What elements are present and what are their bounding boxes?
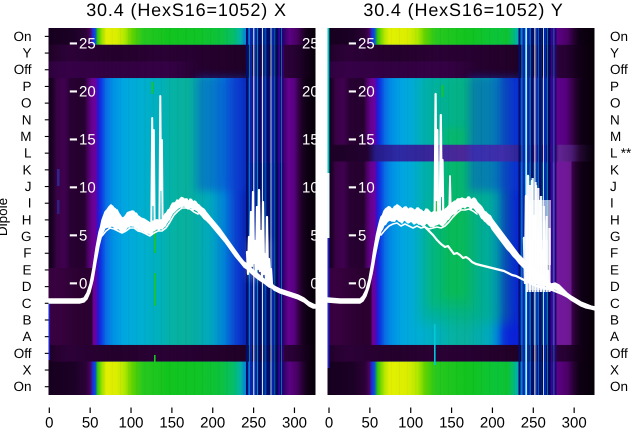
svg-text:O: O (21, 96, 32, 111)
svg-text:Off: Off (14, 346, 32, 361)
svg-text:30.4 (HexS16=1052) X: 30.4 (HexS16=1052) X (86, 0, 287, 20)
svg-text:L **: L ** (610, 146, 632, 161)
svg-text:100: 100 (118, 415, 143, 432)
svg-text:20: 20 (302, 84, 319, 101)
svg-text:K: K (22, 162, 31, 177)
svg-text:F: F (23, 246, 31, 261)
svg-text:5: 5 (310, 228, 318, 245)
svg-text:5: 5 (358, 228, 366, 245)
svg-text:25: 25 (358, 36, 375, 53)
svg-text:M: M (20, 129, 31, 144)
svg-text:M: M (610, 129, 621, 144)
svg-text:O: O (610, 96, 621, 111)
svg-text:30.4 (HexS16=1052) Y: 30.4 (HexS16=1052) Y (363, 0, 563, 20)
svg-text:F: F (610, 246, 618, 261)
svg-text:X: X (22, 362, 31, 377)
svg-text:200: 200 (480, 415, 505, 432)
svg-text:On: On (13, 379, 31, 394)
svg-text:25: 25 (79, 36, 96, 53)
svg-text:X: X (610, 362, 619, 377)
svg-text:0: 0 (310, 276, 318, 293)
svg-text:P: P (22, 79, 31, 94)
svg-text:B: B (22, 312, 31, 327)
svg-text:D: D (22, 279, 32, 294)
svg-text:E: E (610, 262, 619, 277)
svg-text:0: 0 (45, 415, 53, 432)
svg-text:10: 10 (302, 180, 319, 197)
svg-text:L: L (24, 146, 32, 161)
svg-text:50: 50 (362, 415, 379, 432)
svg-text:N: N (610, 112, 620, 127)
svg-text:K: K (610, 162, 619, 177)
svg-text:G: G (610, 229, 621, 244)
svg-text:150: 150 (159, 415, 184, 432)
svg-text:J: J (25, 179, 32, 194)
svg-text:B: B (610, 312, 619, 327)
svg-text:0: 0 (358, 276, 366, 293)
svg-text:On: On (610, 29, 628, 44)
svg-text:20: 20 (358, 84, 375, 101)
svg-text:On: On (610, 379, 628, 394)
svg-text:E: E (22, 262, 31, 277)
svg-text:300: 300 (282, 415, 307, 432)
svg-text:5: 5 (79, 228, 87, 245)
svg-text:A: A (610, 329, 619, 344)
svg-text:15: 15 (358, 132, 375, 149)
svg-text:C: C (22, 296, 32, 311)
svg-text:250: 250 (521, 415, 546, 432)
svg-text:200: 200 (200, 415, 225, 432)
svg-text:I: I (28, 196, 32, 211)
svg-text:0: 0 (325, 415, 333, 432)
svg-text:P: P (610, 79, 619, 94)
svg-text:25: 25 (302, 36, 319, 53)
svg-text:Off: Off (14, 62, 32, 77)
svg-text:H: H (22, 212, 32, 227)
svg-text:On: On (13, 29, 31, 44)
svg-text:15: 15 (79, 132, 96, 149)
svg-text:Off: Off (610, 62, 628, 77)
svg-text:20: 20 (79, 84, 96, 101)
svg-text:50: 50 (82, 415, 99, 432)
svg-text:10: 10 (79, 180, 96, 197)
svg-text:15: 15 (302, 132, 319, 149)
svg-text:Y: Y (610, 46, 619, 61)
svg-text:0: 0 (79, 276, 87, 293)
svg-text:G: G (21, 229, 32, 244)
svg-text:A: A (22, 329, 31, 344)
svg-text:100: 100 (398, 415, 423, 432)
svg-text:10: 10 (358, 180, 375, 197)
svg-text:Y: Y (22, 46, 31, 61)
svg-text:300: 300 (562, 415, 587, 432)
svg-text:Off: Off (610, 346, 628, 361)
svg-text:J: J (610, 179, 617, 194)
svg-text:250: 250 (241, 415, 266, 432)
svg-text:H: H (610, 212, 620, 227)
svg-text:N: N (22, 112, 32, 127)
svg-text:D: D (610, 279, 620, 294)
svg-text:C: C (610, 296, 620, 311)
svg-text:I: I (610, 196, 614, 211)
svg-text:150: 150 (439, 415, 464, 432)
svg-text:Dipole: Dipole (0, 198, 10, 236)
